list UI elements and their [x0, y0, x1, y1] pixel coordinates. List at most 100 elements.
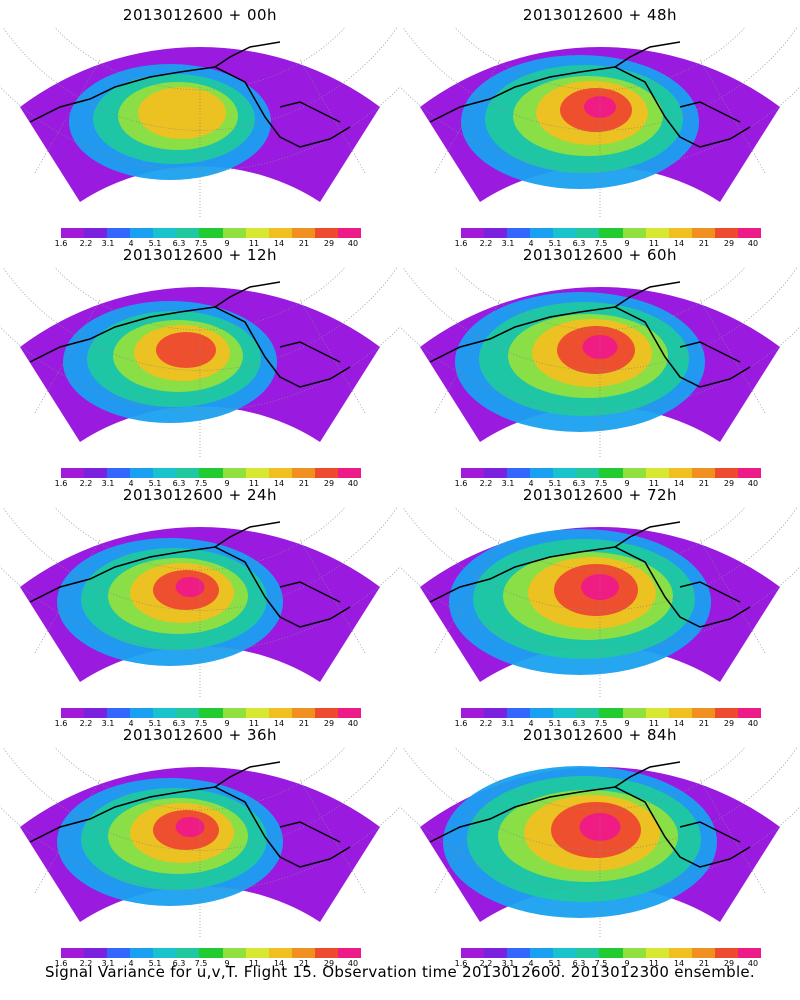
variance-map: [400, 507, 800, 697]
colorbar-swatch: [337, 948, 362, 958]
colorbar-swatch: [337, 708, 362, 718]
colorbar-tick-label: 6.3: [572, 959, 586, 968]
colorbar-tick-label: 21: [298, 479, 310, 488]
colorbar-swatch: [130, 228, 154, 238]
colorbar-swatch: [461, 708, 485, 718]
colorbar-swatch: [268, 228, 292, 238]
colorbar-tick-label: 4: [528, 239, 534, 248]
colorbar-tick-label: 21: [698, 479, 710, 488]
colorbar-swatch: [576, 468, 600, 478]
colorbar-tick-label: 4: [128, 479, 134, 488]
longitude-gridline: [434, 300, 501, 413]
longitude-gridline: [0, 267, 27, 292]
colorbar-swatch: [199, 708, 223, 718]
colorbar-swatch: [107, 468, 131, 478]
latitude-gridline: [454, 267, 746, 331]
colorbar-tick-label: 14: [273, 239, 285, 248]
colorbar-swatch: [314, 228, 338, 238]
colorbar-swatch: [153, 468, 177, 478]
coastline: [29, 761, 351, 868]
colorbar-ticks: 1.6 2.2 3.1 4 5.1 6.3 7.5 9 11 14 21 29 40: [455, 479, 761, 489]
longitude-gridline: [299, 540, 366, 653]
colorbar-tick-label: 2.2: [479, 719, 493, 728]
longitude-gridline: [773, 747, 800, 772]
colorbar-tick-label: 11: [248, 479, 260, 488]
colorbar-tick-label: 29: [323, 479, 335, 488]
colorbar-tick-label: 40: [747, 959, 759, 968]
colorbar-swatch: [461, 468, 485, 478]
panel-title: 2013012600 + 72h: [522, 486, 678, 504]
colorbar-tick-label: 7.5: [194, 719, 208, 728]
colorbar-swatch: [668, 948, 692, 958]
colorbar-tick-label: 40: [347, 719, 359, 728]
colorbar-tick-label: 11: [648, 239, 660, 248]
latitude-gridline: [2, 27, 398, 131]
colorbar-swatch: [645, 468, 669, 478]
colorbar-tick-label: 3.1: [101, 239, 115, 248]
longitude-gridline: [699, 60, 766, 173]
colorbar-swatch: [622, 948, 646, 958]
colorbar-tick-label: 21: [698, 959, 710, 968]
colorbar-tick-label: 40: [347, 479, 359, 488]
colorbar-swatch: [337, 228, 362, 238]
longitude-gridline: [400, 747, 427, 772]
colorbar-swatch: [84, 228, 108, 238]
colorbar-swatch: [176, 468, 200, 478]
colorbar-tick-label: 9: [224, 479, 230, 488]
colorbar-tick-label: 40: [347, 959, 359, 968]
colorbar-swatch: [553, 468, 577, 478]
colorbar-tick-label: 7.5: [594, 959, 608, 968]
longitude-gridline: [699, 540, 766, 653]
longitude-gridline: [373, 267, 400, 292]
colorbar-swatch: [199, 228, 223, 238]
latitude-gridline: [2, 507, 398, 611]
variance-map: [0, 747, 400, 937]
colorbar: [61, 228, 362, 238]
colorbar-swatch: [245, 228, 269, 238]
colorbar-swatch: [107, 708, 131, 718]
colorbar-swatch: [553, 948, 577, 958]
longitude-gridline: [373, 747, 400, 772]
colorbar-tick-label: 4: [528, 479, 534, 488]
colorbar-swatch: [484, 948, 508, 958]
colorbar-swatch: [691, 228, 715, 238]
colorbar-tick-label: 1.6: [54, 959, 68, 968]
colorbar-swatch: [622, 708, 646, 718]
longitude-gridline: [434, 60, 501, 173]
colorbar-ticks: 1.6 2.2 3.1 4 5.1 6.3 7.5 9 11 14 21 29 40: [55, 479, 361, 489]
colorbar-tick-label: 5.1: [148, 719, 162, 728]
map-panel: 2013012600 + 12h 1.6 2.2 3.1 4 5.1 6.3 7.5 9 11 14…: [0, 245, 400, 490]
variance-contour: [579, 813, 621, 841]
coastline: [29, 281, 351, 388]
colorbar-tick-label: 5.1: [548, 719, 562, 728]
colorbar-swatch: [153, 948, 177, 958]
latitude-gridline: [400, 566, 800, 652]
colorbar-tick-label: 6.3: [172, 959, 186, 968]
colorbar-swatch: [714, 228, 738, 238]
colorbar-swatch: [291, 468, 315, 478]
colorbar-swatch: [530, 948, 554, 958]
latitude-gridline: [454, 507, 746, 571]
variance-contour: [582, 335, 618, 359]
variance-map: [0, 507, 400, 697]
longitude-gridline: [434, 540, 501, 653]
colorbar-tick-label: 14: [673, 959, 685, 968]
colorbar-tick-label: 5.1: [148, 959, 162, 968]
colorbar-swatch: [645, 948, 669, 958]
colorbar-swatch: [130, 948, 154, 958]
colorbar-tick-label: 2.2: [479, 959, 493, 968]
colorbar-swatch: [107, 948, 131, 958]
colorbar-swatch: [691, 708, 715, 718]
map-panel: 2013012600 + 72h 1.6 2.2 3.1 4 5.1 6.3 7.5 9 11 14…: [400, 485, 800, 730]
variance-map: [400, 267, 800, 457]
longitude-gridline: [299, 300, 366, 413]
longitude-gridline: [0, 27, 27, 52]
colorbar-swatch: [714, 708, 738, 718]
colorbar-tick-label: 11: [648, 719, 660, 728]
latitude-gridline: [54, 507, 346, 571]
colorbar-tick-label: 6.3: [572, 479, 586, 488]
colorbar-tick-label: 2.2: [79, 719, 93, 728]
colorbar-tick-label: 7.5: [194, 479, 208, 488]
colorbar-tick-label: 40: [747, 479, 759, 488]
colorbar-swatch: [576, 948, 600, 958]
